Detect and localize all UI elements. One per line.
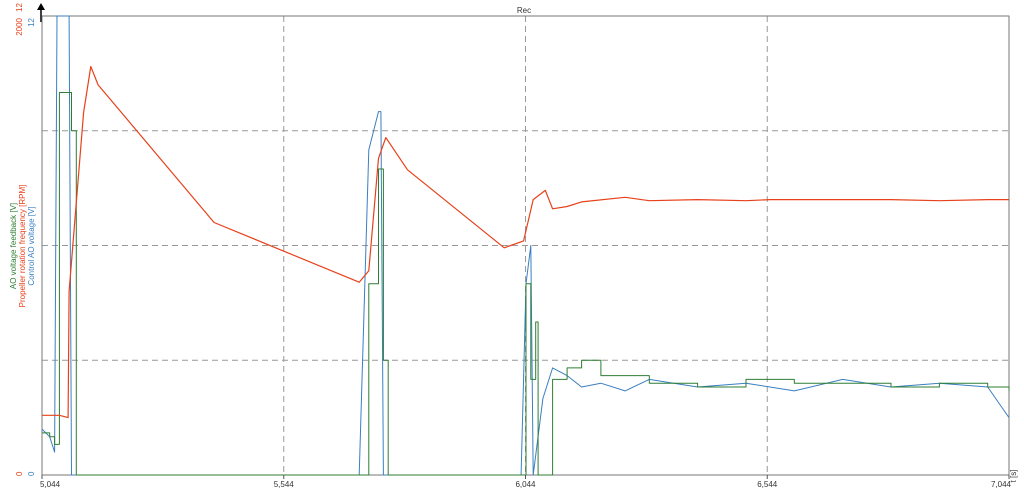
x-ticks: 5,044 5,544 6,044 6,544 7,044	[40, 475, 1012, 489]
series-line-green	[42, 92, 1010, 476]
y-red-bottom: 0	[15, 471, 24, 476]
y-extra-top: 12	[15, 3, 24, 12]
y-red-top: 2000	[15, 17, 24, 35]
y-green-label: AO voltage feedback [V]	[9, 203, 18, 289]
x-tick-label: 6,544	[757, 480, 778, 489]
y-blue-bottom: 0	[27, 471, 36, 476]
series-group	[41, 15, 1010, 476]
y-red-label: Propeller rotation frequency [RPM]	[18, 185, 27, 308]
axis-arrow-icon	[37, 3, 45, 22]
x-tick-label: 5,044	[40, 480, 61, 489]
x-tick-label: 5,544	[274, 480, 295, 489]
x-tick-label: 7,044	[991, 480, 1012, 489]
series-line-blue	[41, 15, 1010, 476]
y-blue-top: 12	[27, 17, 36, 26]
y-blue-label: Control AO voltage [V]	[27, 206, 36, 285]
chart-title: Rec	[517, 6, 531, 15]
series-line-red	[42, 65, 1009, 419]
x-axis-label: t [s]	[1009, 470, 1018, 483]
x-tick-label: 6,044	[515, 480, 536, 489]
